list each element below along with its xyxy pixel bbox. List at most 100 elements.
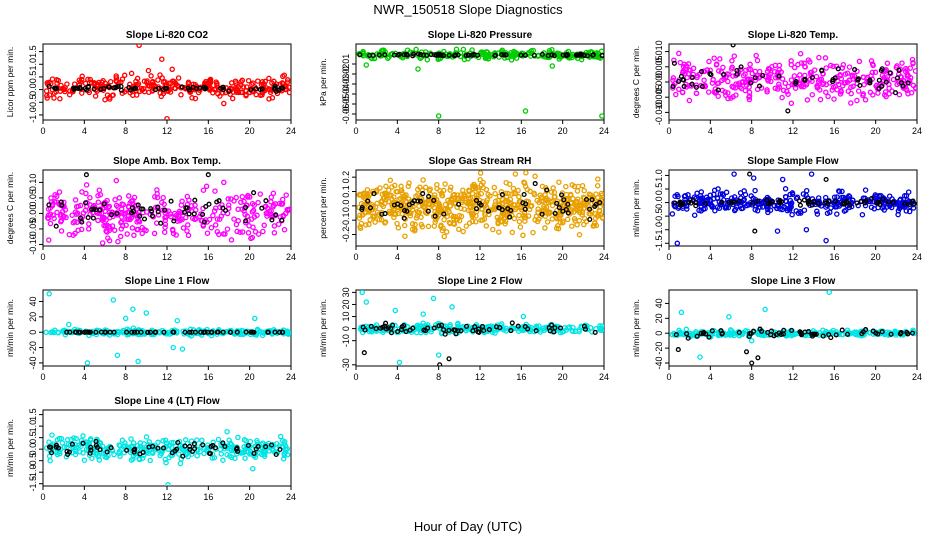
data-point <box>115 204 121 210</box>
outlier-point <box>755 355 761 361</box>
data-point <box>52 327 58 333</box>
data-point <box>82 80 89 87</box>
data-point <box>565 210 571 216</box>
y-tick-label: 20 <box>654 313 664 323</box>
data-point <box>780 331 786 337</box>
data-point <box>77 79 84 85</box>
data-point <box>128 436 134 442</box>
data-point <box>712 207 718 214</box>
data-point <box>483 223 490 229</box>
data-point <box>499 197 506 203</box>
data-point <box>545 197 552 203</box>
data-point <box>201 450 207 457</box>
data-point <box>690 331 696 337</box>
data-point <box>741 200 747 207</box>
x-tick-label: 0 <box>666 252 671 262</box>
data-point <box>589 197 595 203</box>
data-point <box>541 205 548 211</box>
panel-10: Slope Line 4 (LT) Flow 0 4 8 12 16 20 24 -1.5-1.… <box>5 396 296 502</box>
data-point <box>91 86 97 92</box>
data-point <box>114 210 120 217</box>
data-point <box>259 205 265 211</box>
data-point <box>404 208 410 214</box>
x-tick-label: 8 <box>123 492 128 502</box>
data-point <box>137 440 144 446</box>
data-point <box>47 211 54 218</box>
data-point <box>115 83 121 90</box>
data-point <box>559 192 565 198</box>
y-tick-label: 40 <box>654 298 664 308</box>
data-point <box>713 61 720 67</box>
data-point <box>894 75 901 81</box>
data-point <box>868 196 875 202</box>
data-point <box>774 205 780 211</box>
data-point <box>538 327 544 333</box>
data-point <box>544 219 551 225</box>
data-point <box>48 450 55 456</box>
x-tick-label: 8 <box>123 126 128 136</box>
data-point <box>563 183 569 190</box>
data-point <box>752 75 758 81</box>
data-point <box>904 71 911 77</box>
data-point <box>413 329 420 336</box>
data-point <box>281 450 287 457</box>
data-point <box>733 81 739 87</box>
data-point <box>560 219 566 226</box>
data-point <box>435 207 442 214</box>
data-point <box>129 329 135 335</box>
outlier-point <box>750 175 757 181</box>
data-point <box>730 73 736 79</box>
data-point <box>227 329 233 335</box>
y-axis-label: Licor ppm per min. <box>5 47 15 117</box>
data-point <box>243 329 249 335</box>
outlier-point <box>165 482 171 486</box>
x-tick-label: 4 <box>395 252 400 262</box>
data-point <box>272 329 278 335</box>
y-tick-label: 0.1 <box>341 185 351 198</box>
data-point <box>185 453 191 460</box>
data-point <box>266 75 272 82</box>
data-point <box>272 83 278 89</box>
data-point <box>683 84 690 90</box>
data-point <box>882 89 889 95</box>
data-point <box>383 183 389 190</box>
data-point <box>382 52 388 58</box>
data-point <box>46 83 52 89</box>
data-point <box>726 331 733 338</box>
data-point <box>84 200 90 206</box>
data-point <box>555 225 562 232</box>
data-point <box>165 446 172 453</box>
x-tick-label: 24 <box>599 126 609 136</box>
series-2 <box>46 172 285 229</box>
data-point <box>285 207 291 214</box>
data-point <box>269 447 276 453</box>
data-point <box>501 52 507 58</box>
data-point <box>895 211 901 218</box>
data-point <box>447 187 453 193</box>
y-tick-label: 0.2 <box>341 171 351 184</box>
data-point <box>595 176 601 182</box>
y-tick-label: 10 <box>341 312 351 322</box>
data-point <box>495 219 501 225</box>
data-point <box>405 183 412 190</box>
data-point <box>521 191 527 198</box>
data-point <box>746 66 752 72</box>
data-point <box>235 206 241 213</box>
data-point <box>46 202 52 208</box>
data-point <box>505 206 511 212</box>
data-point <box>879 72 886 79</box>
data-point <box>587 324 594 331</box>
data-point <box>729 58 735 64</box>
y-axis-label: degrees C per min. <box>631 46 641 118</box>
data-point <box>767 71 773 78</box>
data-point <box>279 437 286 444</box>
data-point <box>873 83 879 89</box>
data-point <box>222 231 228 237</box>
data-point <box>705 89 712 95</box>
data-point <box>720 64 726 71</box>
data-point <box>734 67 740 74</box>
data-point <box>73 203 80 210</box>
data-point <box>574 188 581 194</box>
points-group <box>43 44 291 120</box>
data-point <box>382 323 388 329</box>
